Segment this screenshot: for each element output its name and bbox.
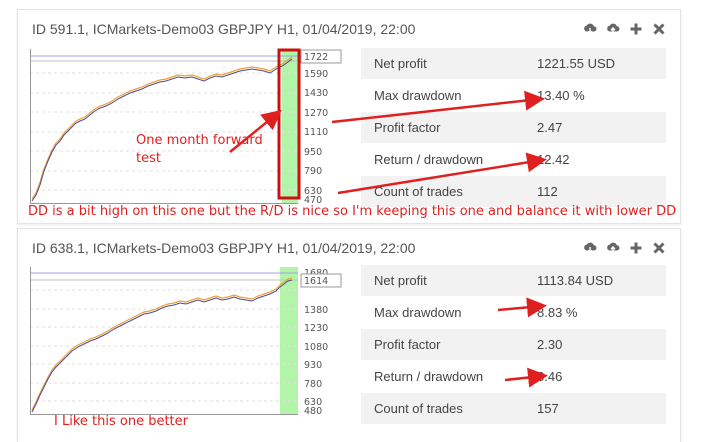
panel-title: ID 591.1, ICMarkets-Demo03 GBPJPY H1, 01…: [32, 21, 416, 37]
y-tick-label: 470: [304, 195, 322, 204]
plus-icon[interactable]: [629, 22, 643, 36]
stat-row-net-profit: Net profit 1113.84 USD: [361, 265, 666, 297]
y-tick-label: 1110: [304, 127, 328, 138]
y-tick-label: 950: [304, 147, 322, 158]
strategy-panel-2: ID 638.1, ICMarkets-Demo03 GBPJPY H1, 01…: [17, 228, 681, 442]
y-tick-label: 630: [304, 186, 322, 197]
stats-table: Net profit 1113.84 USD Max drawdown 8.83 %…: [361, 265, 666, 425]
y-tick-label: 790: [304, 166, 322, 177]
y-tick-label: 930: [304, 360, 322, 371]
stat-row-count-of-trades: Count of trades 157: [361, 393, 666, 425]
grid-lines: [30, 72, 298, 191]
forward-test-zone: [282, 49, 298, 204]
panel-toolbar: [583, 22, 666, 36]
cloud-upload-icon[interactable]: [606, 22, 620, 36]
forward-test-zone: [280, 267, 298, 415]
forward-test-note-line1: One month forward: [136, 133, 263, 148]
y-tick-label: 1270: [304, 108, 328, 119]
y-tick-label: 780: [304, 379, 322, 390]
stat-row-profit-factor: Profit factor 2.30: [361, 329, 666, 361]
close-icon[interactable]: [652, 241, 666, 255]
stat-row-profit-factor: Profit factor 2.47: [361, 112, 666, 144]
equity-curve-orange: [31, 277, 293, 411]
equity-curve-orange: [31, 56, 293, 200]
cloud-download-icon[interactable]: [583, 241, 597, 255]
equity-curve-blue: [31, 58, 293, 202]
last-value-label: 1614: [304, 276, 328, 287]
cloud-upload-icon[interactable]: [606, 241, 620, 255]
panel-toolbar: [583, 241, 666, 255]
y-tick-label: 480: [304, 406, 322, 415]
y-tick-label: 1590: [304, 69, 328, 80]
equity-chart: 1680 1614 1380 1230 1080 930 780 630 480: [30, 267, 342, 420]
panel2-comment: I Like this one better: [54, 414, 188, 429]
y-tick-label: 1380: [304, 305, 328, 316]
panel1-comment: DD is a bit high on this one but the R/D…: [28, 204, 677, 219]
y-tick-label: 1230: [304, 323, 328, 334]
stat-row-max-drawdown: Max drawdown 8.83 %: [361, 297, 666, 329]
equity-curve-blue: [31, 279, 293, 413]
stat-row-net-profit: Net profit 1221.55 USD: [361, 48, 666, 80]
grid-lines: [30, 289, 298, 402]
y-tick-label: 630: [304, 397, 322, 408]
equity-chart: 1722 1590 1430 1270 1110 950 790 630 470: [30, 49, 342, 209]
forward-test-note-line2: test: [136, 151, 161, 166]
y-tick-label: 1430: [304, 88, 328, 99]
close-icon[interactable]: [652, 22, 666, 36]
stat-row-return-drawdown: Return / drawdown 8.46: [361, 361, 666, 393]
cloud-download-icon[interactable]: [583, 22, 597, 36]
panel-title: ID 638.1, ICMarkets-Demo03 GBPJPY H1, 01…: [32, 240, 416, 256]
last-value-label: 1722: [304, 52, 328, 63]
stat-row-return-drawdown: Return / drawdown 12.42: [361, 144, 666, 176]
stat-row-max-drawdown: Max drawdown 13.40 %: [361, 80, 666, 112]
plus-icon[interactable]: [629, 241, 643, 255]
y-tick-label: 1080: [304, 342, 328, 353]
stats-table: Net profit 1221.55 USD Max drawdown 13.40 …: [361, 48, 666, 208]
strategy-panel-1: ID 591.1, ICMarkets-Demo03 GBPJPY H1, 01…: [17, 9, 681, 224]
